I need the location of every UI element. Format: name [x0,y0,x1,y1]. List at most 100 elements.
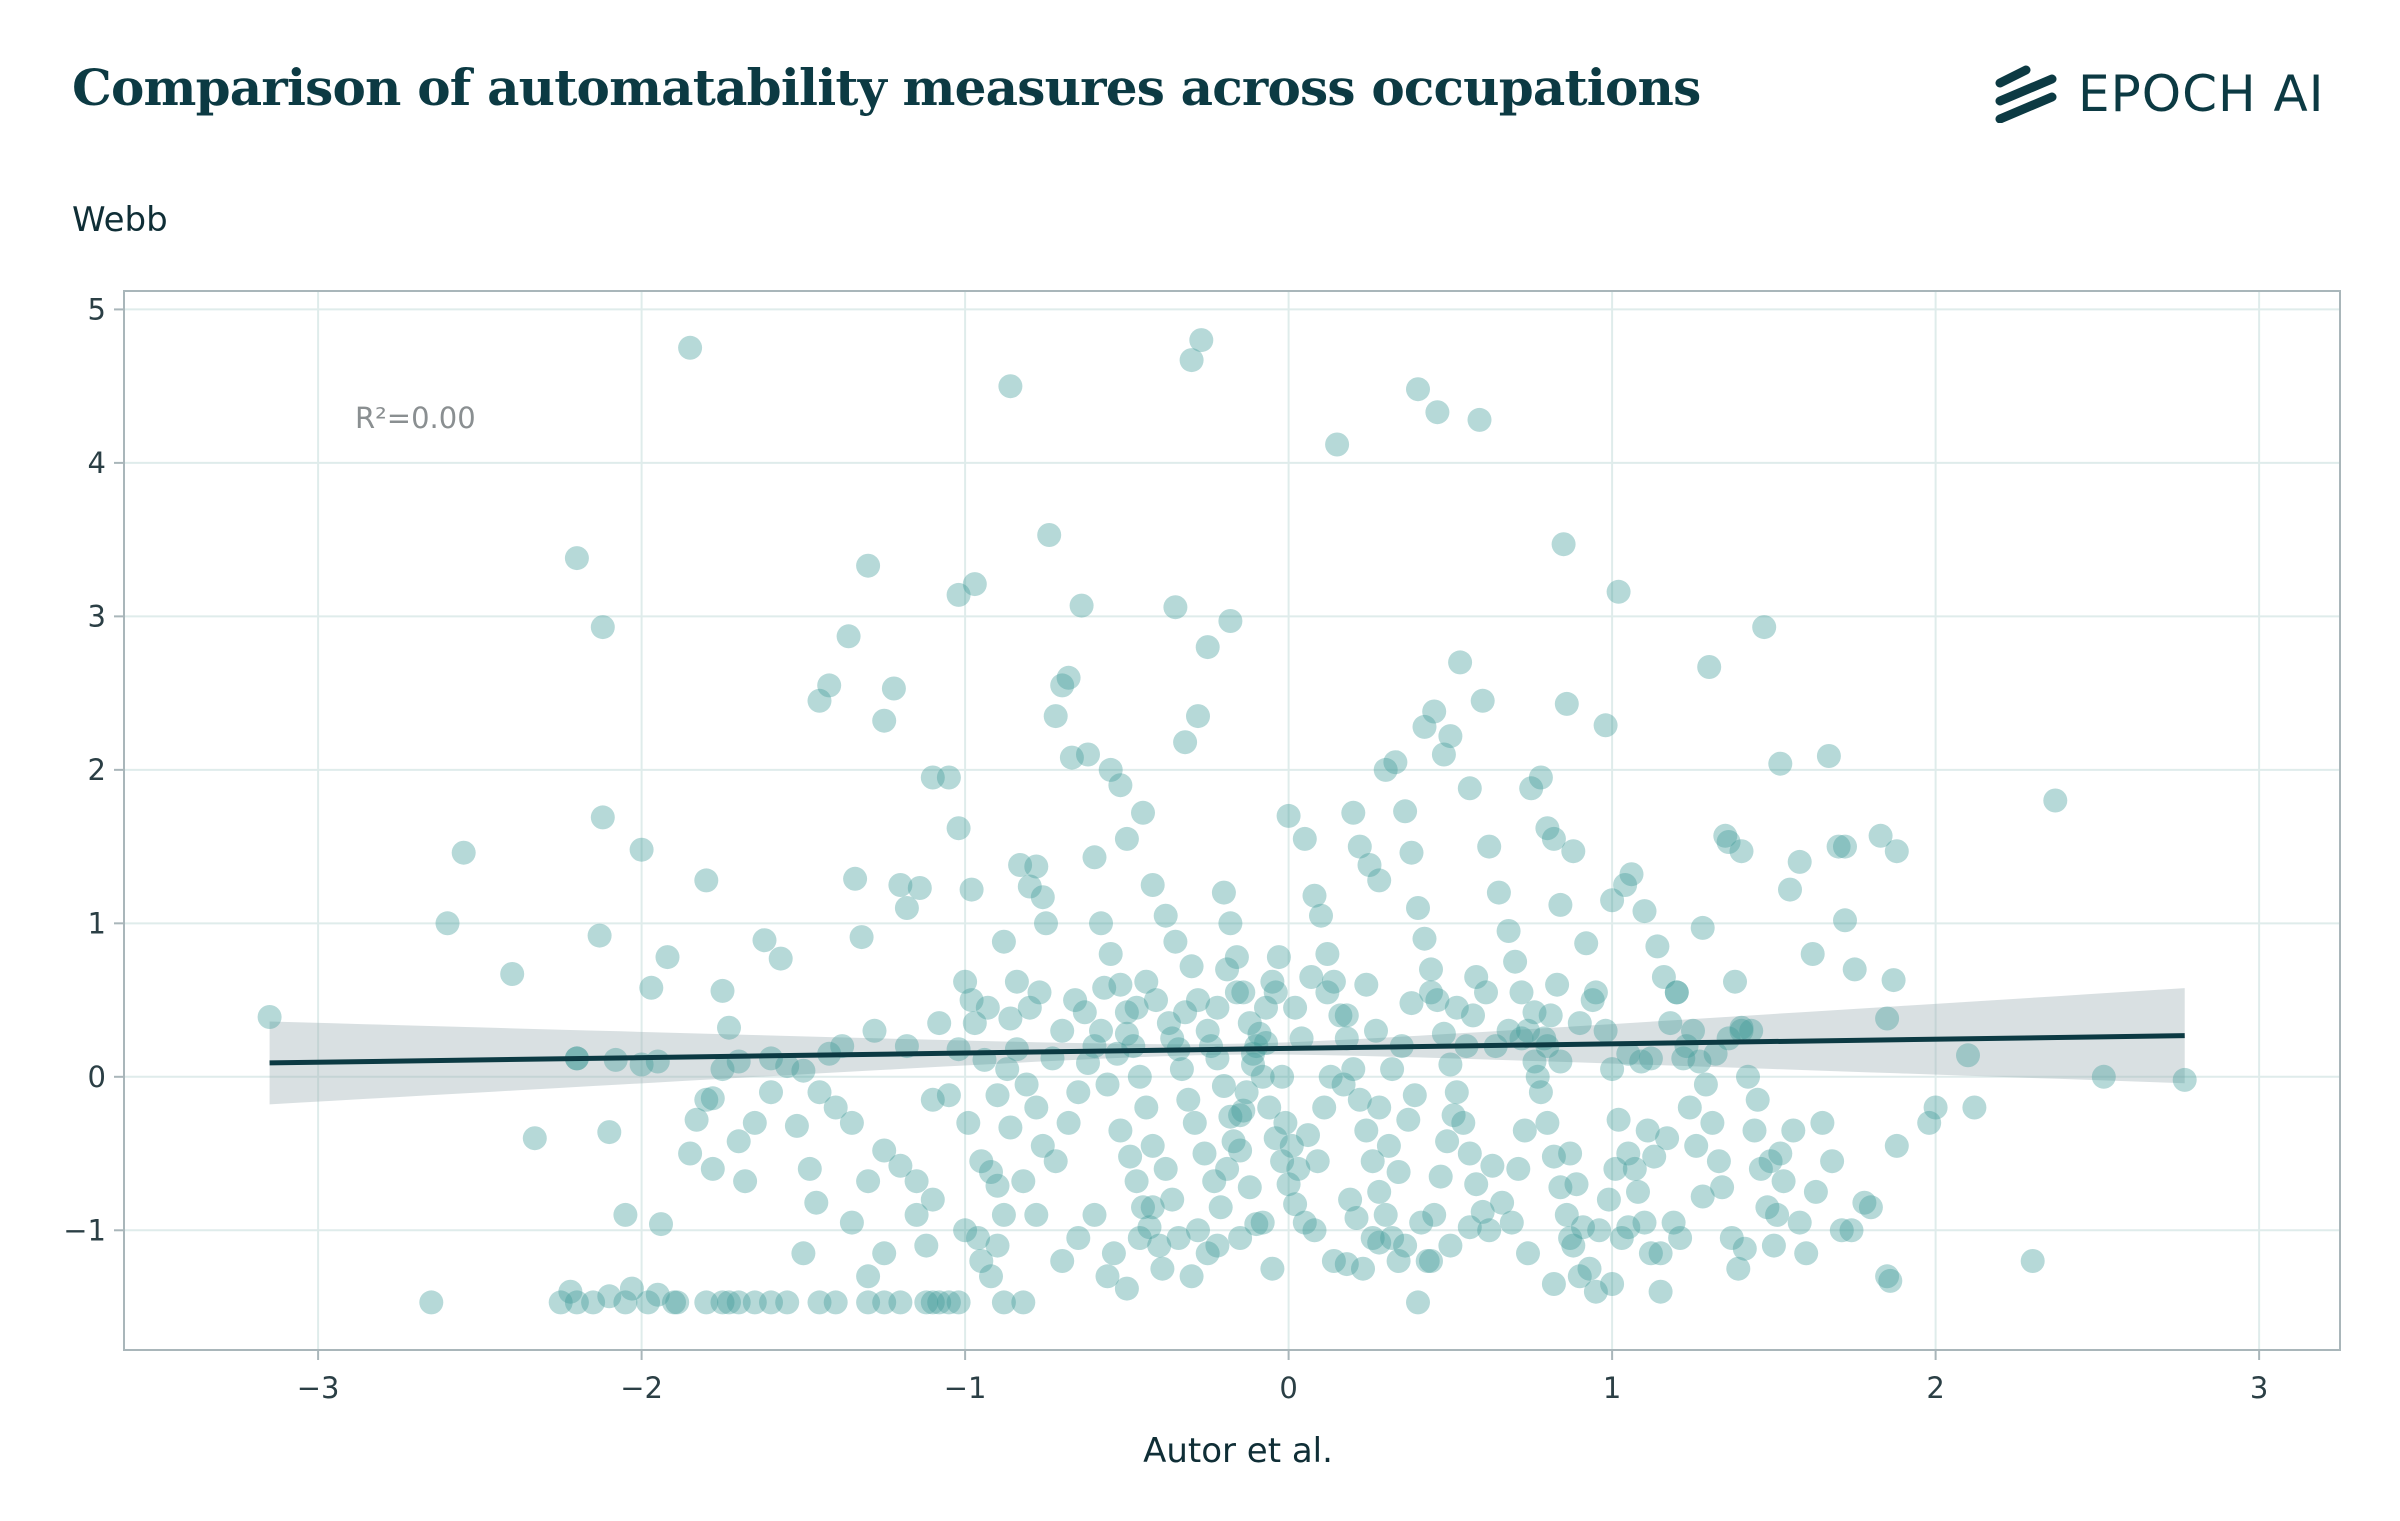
data-point [998,1006,1023,1031]
data-point [1820,1149,1845,1174]
data-point [1076,1051,1100,1075]
data-point [1341,800,1366,825]
y-axis-label: Webb [72,200,168,240]
data-point [1380,1226,1405,1250]
data-point [775,1054,800,1079]
data-point [1503,949,1528,974]
data-point [694,1290,719,1315]
data-point [1140,873,1165,897]
data-point [823,1095,848,1120]
data-point [872,1138,897,1163]
data-point [1684,1133,1709,1158]
data-point [1257,1095,1282,1120]
data-point [1739,1018,1764,1043]
data-point [1231,1098,1256,1123]
data-point [1629,1049,1654,1074]
data-point [1179,1264,1204,1289]
data-point [1758,1149,1783,1174]
data-point [1593,713,1618,738]
data-point [1153,903,1178,928]
data-point [1292,1210,1317,1235]
data-point [1163,929,1188,954]
grid-lines [124,291,2340,1350]
trend-line-layer [269,1033,2185,1066]
data-point [872,1241,897,1266]
data-point [849,925,874,950]
data-point [1522,1000,1547,1025]
data-point [807,1290,832,1315]
data-point [694,868,719,893]
data-point [1199,1034,1223,1059]
data-point [1144,988,1168,1013]
data-point [1076,742,1100,767]
data-point [991,929,1016,954]
data-point [1260,969,1285,994]
data-point [257,1005,282,1029]
data-point [1192,1141,1217,1166]
data-point [1270,1149,1295,1174]
data-point [1030,885,1055,910]
data-point [1438,1052,1463,1077]
data-point [1302,883,1327,908]
data-point [839,1210,864,1235]
data-point [1787,849,1812,874]
data-point [700,1156,725,1181]
data-point [1516,1241,1540,1266]
data-point [1341,1057,1366,1082]
data-point [1302,1218,1327,1243]
data-point [1250,1064,1275,1089]
data-point [1127,1064,1152,1089]
data-point [881,676,906,701]
data-point [1635,1118,1660,1143]
data-point [1186,704,1210,729]
data-point [1681,1018,1705,1043]
data-point [1208,1195,1233,1220]
data-point [1082,1034,1107,1059]
data-point [1616,1215,1641,1240]
y-axis-ticks: −1 0 1 2 3 4 5 [63,292,124,1247]
data-point [1768,1141,1793,1166]
data-point [1050,673,1075,698]
data-point [1457,1141,1482,1166]
data-point [684,1107,709,1132]
data-point [1205,995,1230,1020]
data-point [1548,1175,1573,1200]
data-point [1609,1226,1634,1250]
data-point [784,1113,809,1138]
data-point [1564,1172,1589,1197]
data-point [927,1290,952,1315]
data-point [1803,1179,1828,1204]
data-point [1406,896,1430,920]
y-tick-label: −1 [63,1213,106,1247]
data-point [1108,1118,1133,1143]
data-point [1166,1226,1191,1250]
data-point [1577,1256,1602,1281]
data-point [1425,400,1450,425]
data-point [1467,407,1492,432]
data-point [1431,1021,1456,1046]
data-point [629,837,654,862]
data-point [1541,1144,1566,1169]
data-point [1781,1118,1806,1143]
data-point [1810,1110,1835,1135]
data-point [1816,744,1841,768]
data-point [1516,1018,1540,1043]
data-point [1176,1087,1201,1112]
data-point [1490,1190,1515,1215]
data-points [257,328,2197,1315]
data-point [564,546,589,571]
data-point [1833,834,1857,859]
data-point [920,765,945,790]
data-point [1396,1107,1421,1132]
data-point [1474,980,1498,1005]
data-point [936,1083,961,1108]
confidence-band-layer [269,988,2185,1105]
data-point [1211,1074,1236,1098]
data-point [1554,1202,1579,1227]
data-point [752,928,777,953]
data-point [1642,1144,1667,1169]
data-point [1745,1087,1770,1112]
data-point [1276,803,1301,828]
data-point [1470,688,1495,713]
data-point [1221,1129,1246,1154]
